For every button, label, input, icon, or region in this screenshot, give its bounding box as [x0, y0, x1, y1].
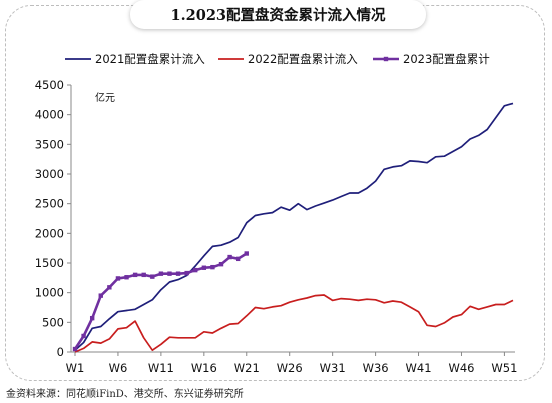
chart-frame	[5, 5, 545, 381]
y-tick-label: 2500	[35, 197, 64, 211]
data-point	[210, 264, 215, 270]
y-tick-label: 1000	[35, 286, 64, 300]
y-tick-label: 3000	[35, 167, 64, 181]
series-line	[74, 102, 514, 351]
y-tick-label: 1500	[35, 256, 64, 270]
data-point	[167, 271, 172, 276]
data-point	[193, 267, 198, 273]
chart-axes: 0 500 1000 1500 2000 2500 3000 3500 4000 4500 W1 W6…	[35, 78, 518, 375]
data-point	[72, 346, 78, 352]
legend-label: 2022配置盘累计流入	[248, 52, 358, 66]
legend-label: 2021配置盘累计流入	[95, 52, 205, 66]
chart-series	[72, 102, 514, 353]
x-tick-label: W46	[448, 361, 474, 375]
y-tick-label: 2000	[35, 226, 64, 240]
x-tick-label: W26	[277, 361, 303, 375]
data-point	[132, 272, 138, 278]
y-tick-label: 4500	[35, 78, 64, 92]
x-tick-label: W21	[234, 361, 260, 375]
series-line	[73, 252, 248, 350]
series-line	[74, 294, 514, 353]
data-point	[218, 261, 224, 267]
y-tick-label: 0	[57, 345, 64, 359]
data-point	[107, 285, 112, 290]
chart-legend: 2021配置盘累计流入 2022配置盘累计流入 2023配置盘累计	[65, 52, 490, 66]
y-tick-label: 3500	[35, 137, 64, 151]
data-point	[184, 270, 189, 276]
source-note: 金资料来源：同花顺iFinD、港交所、东兴证券研究所	[6, 389, 244, 400]
x-tick-label: W36	[363, 361, 389, 375]
data-point	[115, 276, 121, 281]
data-point	[244, 251, 249, 256]
x-tick-label: W31	[320, 361, 346, 375]
legend-marker	[383, 56, 389, 62]
data-point	[158, 271, 164, 276]
x-tick-label: W11	[148, 361, 174, 375]
data-point	[124, 275, 129, 280]
data-point	[81, 333, 86, 339]
x-tick-label: W6	[109, 361, 128, 375]
legend-label: 2023配置盘累计	[403, 52, 490, 66]
data-point	[141, 272, 146, 278]
chart-title: 1.2023配置盘资金累计流入情况	[130, 0, 426, 29]
x-tick-label: W1	[66, 361, 85, 375]
data-point	[98, 293, 103, 298]
data-point	[227, 254, 232, 260]
y-tick-label: 4000	[35, 108, 64, 122]
y-unit-label: 亿元	[95, 91, 115, 104]
data-point	[235, 256, 241, 262]
data-point	[175, 271, 181, 276]
data-point	[201, 265, 207, 270]
data-point	[89, 315, 95, 321]
x-tick-label: W51	[491, 361, 517, 375]
data-point	[150, 274, 155, 279]
y-tick-label: 500	[42, 315, 64, 329]
x-tick-label: W41	[406, 361, 432, 375]
x-tick-label: W16	[191, 361, 217, 375]
